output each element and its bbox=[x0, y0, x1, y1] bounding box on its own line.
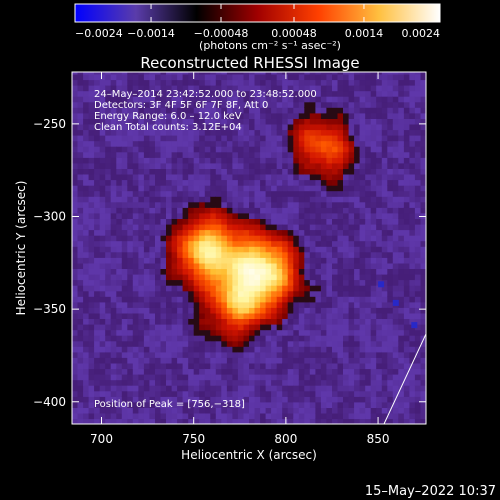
annotation-peak-position: Position of Peak = [756,−318] bbox=[94, 399, 245, 410]
annotation-energy-range: Energy Range: 6.0 – 12.0 keV bbox=[94, 111, 242, 122]
colorbar-tick-label: −0.0024 bbox=[75, 27, 123, 40]
colorbar-ticks: −0.0024 −0.0014 −0.00048 0.00048 0.0014 0.002… bbox=[74, 4, 441, 40]
annotations: 24–May–2014 23:42:52.000 to 23:48:52.000… bbox=[94, 89, 317, 410]
footer-timestamp: 15–May–2022 10:37 bbox=[365, 484, 496, 499]
y-tick-label: −250 bbox=[33, 117, 66, 131]
chart-title: Reconstructed RHESSI Image bbox=[140, 54, 359, 72]
y-tick-label: −300 bbox=[33, 210, 66, 224]
x-tick-label: 750 bbox=[182, 432, 205, 446]
annotation-time-range: 24–May–2014 23:42:52.000 to 23:48:52.000 bbox=[94, 89, 317, 100]
colorbar: −0.0024 −0.0014 −0.00048 0.00048 0.0014 0.002… bbox=[74, 3, 441, 52]
x-tick-label: 850 bbox=[367, 432, 390, 446]
colorbar-tick-label: −0.00048 bbox=[194, 27, 249, 40]
colorbar-tick-label: 0.0014 bbox=[345, 27, 384, 40]
colorbar-frame bbox=[74, 3, 441, 23]
colorbar-tick-label: 0.0024 bbox=[402, 27, 441, 40]
colorbar-gradient bbox=[75, 4, 440, 22]
annotation-clean-counts: Clean Total counts: 3.12E+04 bbox=[94, 122, 242, 133]
x-axis-label: Heliocentric X (arcsec) bbox=[181, 448, 317, 462]
y-tick-label: −350 bbox=[33, 302, 66, 316]
y-axis-label: Heliocentric Y (arcsec) bbox=[14, 181, 28, 316]
x-tick-label: 800 bbox=[274, 432, 297, 446]
colorbar-tick-label: −0.0014 bbox=[127, 27, 175, 40]
limb-line bbox=[383, 333, 426, 424]
y-tick-label: −400 bbox=[33, 395, 66, 409]
x-tick-label: 700 bbox=[90, 432, 113, 446]
annotation-detectors: Detectors: 3F 4F 5F 6F 7F 8F, Att 0 bbox=[94, 100, 268, 111]
colorbar-tick-label: 0.00048 bbox=[271, 27, 317, 40]
heatmap-image bbox=[72, 72, 426, 424]
colorbar-units-label: (photons cm⁻² s⁻¹ asec⁻²) bbox=[199, 39, 341, 52]
plot-axes: 700 750 800 850 −250 −300 −350 −400 bbox=[33, 71, 427, 446]
plot-frame bbox=[71, 71, 427, 425]
